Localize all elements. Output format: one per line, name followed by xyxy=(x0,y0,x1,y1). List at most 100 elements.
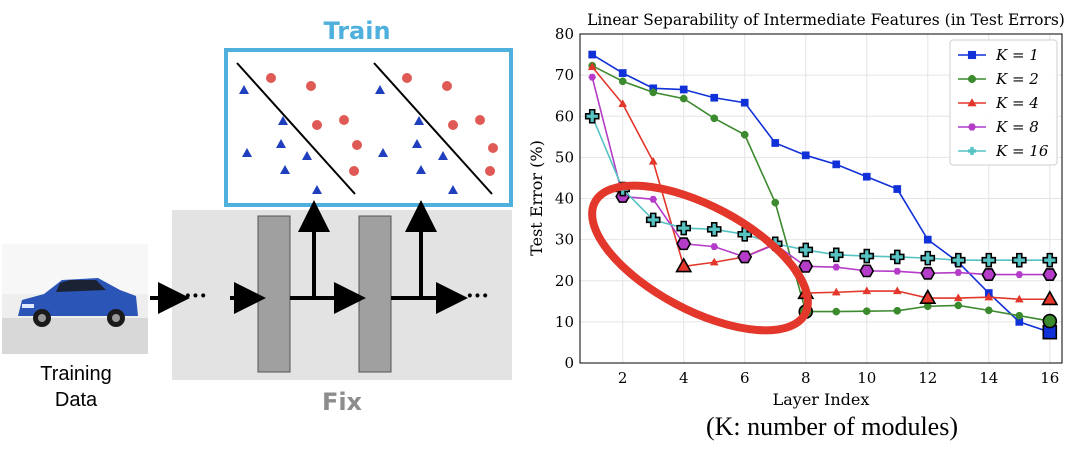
y-tick-label: 60 xyxy=(555,107,574,125)
data-point xyxy=(676,237,692,251)
data-point xyxy=(1042,268,1058,282)
data-point xyxy=(588,73,597,81)
data-point xyxy=(771,139,780,147)
data-point xyxy=(1015,311,1024,320)
test-error-chart: Linear Separability of Intermediate Feat… xyxy=(530,11,1065,409)
data-point xyxy=(710,114,719,123)
data-point xyxy=(893,306,902,315)
caption: (K: number of modules) xyxy=(706,412,959,441)
y-tick-label: 40 xyxy=(555,190,574,208)
data-point xyxy=(832,307,841,316)
data-point xyxy=(710,243,719,250)
car-photo xyxy=(2,244,148,354)
input-label-line2: Data xyxy=(55,389,98,411)
data-point xyxy=(950,252,966,268)
x-tick-label: 8 xyxy=(801,369,811,387)
series-line xyxy=(591,76,1050,276)
y-tick-label: 10 xyxy=(555,313,574,331)
legend-entry: K = 1 xyxy=(958,46,1039,64)
data-point xyxy=(675,257,693,273)
chart-legend: K = 1 K = 2 K = 4 K = 8 K = 16 xyxy=(949,39,1058,166)
data-point xyxy=(798,242,814,258)
legend-entry: K = 4 xyxy=(958,94,1039,112)
data-point xyxy=(709,257,719,266)
data-point xyxy=(984,306,993,315)
data-point xyxy=(953,293,963,302)
series-line xyxy=(591,115,1050,261)
data-point xyxy=(1011,252,1027,268)
x-tick-label: 10 xyxy=(857,369,876,387)
data-point xyxy=(706,222,722,237)
legend-label: K = 4 xyxy=(995,94,1039,112)
data-point xyxy=(862,307,871,316)
legend-entry: K = 16 xyxy=(958,142,1049,160)
data-point xyxy=(645,212,661,228)
y-tick-label: 80 xyxy=(555,25,574,43)
data-point xyxy=(893,185,902,193)
x-axis-ticks: 2 4 6 8 10 12 14 16 xyxy=(618,369,1059,387)
data-point xyxy=(737,226,753,242)
series-0 xyxy=(588,50,1058,340)
data-point xyxy=(771,198,780,207)
class-a-triangles xyxy=(239,85,458,194)
ellipsis-2: ··· xyxy=(466,283,489,309)
fix-region xyxy=(172,210,512,380)
y-tick-label: 20 xyxy=(555,272,574,290)
legend-label: K = 2 xyxy=(995,70,1039,88)
data-point xyxy=(893,267,902,275)
data-point xyxy=(588,50,597,59)
data-point xyxy=(618,77,627,86)
series-line xyxy=(591,53,1051,333)
data-point xyxy=(892,286,902,295)
x-tick-label: 4 xyxy=(679,369,689,387)
data-point xyxy=(740,130,749,139)
data-point xyxy=(798,259,814,273)
y-tick-label: 30 xyxy=(555,231,574,249)
data-point xyxy=(954,301,963,310)
data-point xyxy=(1015,271,1024,278)
data-point xyxy=(587,62,597,71)
data-point xyxy=(648,156,658,165)
data-point xyxy=(679,85,688,94)
series-3 xyxy=(588,73,1058,282)
chart-title: Linear Separability of Intermediate Feat… xyxy=(587,11,1065,29)
data-point xyxy=(649,195,658,203)
x-tick-label: 16 xyxy=(1040,369,1059,387)
data-point xyxy=(859,248,875,264)
data-point xyxy=(740,98,749,107)
legend-label: K = 16 xyxy=(995,142,1049,160)
data-point xyxy=(1042,252,1058,268)
y-tick-label: 70 xyxy=(555,66,574,84)
data-point xyxy=(920,266,936,280)
data-point xyxy=(737,250,753,264)
data-point xyxy=(889,249,905,265)
train-box xyxy=(224,48,513,207)
data-point xyxy=(832,160,841,169)
class-b-dots xyxy=(266,73,498,176)
legend-label: K = 1 xyxy=(995,46,1039,64)
data-point xyxy=(923,235,932,244)
data-point xyxy=(831,287,841,296)
data-point xyxy=(981,252,997,268)
decision-boundary-left xyxy=(236,62,356,195)
data-point xyxy=(859,264,875,278)
data-point xyxy=(984,292,994,301)
legend-box xyxy=(949,39,1058,166)
highlight-ellipse xyxy=(588,181,812,335)
x-tick-label: 14 xyxy=(979,369,998,387)
x-tick-label: 6 xyxy=(740,369,750,387)
data-point xyxy=(954,269,963,276)
legend-entry: K = 8 xyxy=(958,118,1039,136)
input-label-line1: Training xyxy=(40,363,112,385)
data-point xyxy=(584,108,600,124)
y-axis-label: Test Error (%) xyxy=(530,140,546,256)
data-point xyxy=(981,268,997,282)
train-label: Train xyxy=(323,17,390,45)
legend-label: K = 8 xyxy=(995,118,1039,136)
data-point xyxy=(710,93,719,102)
y-tick-label: 0 xyxy=(564,354,574,372)
module-block-1 xyxy=(257,215,291,373)
decision-boundary-right xyxy=(373,62,493,195)
legend-entry: K = 2 xyxy=(958,70,1039,88)
data-point xyxy=(1041,290,1059,306)
